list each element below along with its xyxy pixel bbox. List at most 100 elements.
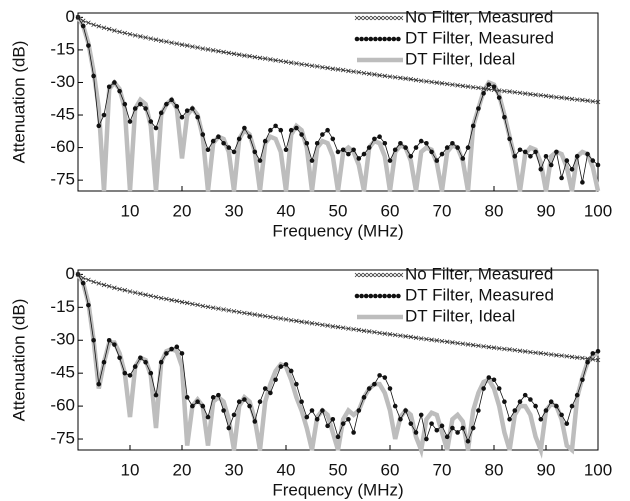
x-marker [496, 88, 502, 93]
x-marker [273, 315, 278, 321]
x-marker [444, 81, 450, 87]
dot-marker [96, 123, 102, 129]
x-marker [455, 83, 460, 88]
legend-swatch [373, 36, 378, 42]
x-marker [195, 302, 200, 308]
dot-marker [559, 175, 564, 181]
x-marker [486, 86, 492, 92]
legend-swatch [374, 272, 380, 278]
dot-marker [252, 149, 258, 155]
x-marker [398, 75, 403, 81]
x-marker [356, 327, 362, 333]
dot-marker [304, 140, 310, 146]
x-tick-label: 100 [584, 460, 612, 479]
subplot: 0 -15 -30 -45 -60 -75 10 20 30 40 50 60 70 80 90 100 Fre… [9, 264, 612, 500]
x-marker [184, 300, 190, 306]
x-marker [205, 304, 211, 310]
dot-marker [143, 106, 148, 111]
dot-marker [169, 97, 174, 103]
dot-marker [408, 421, 414, 426]
x-marker [309, 63, 315, 69]
x-tick-label: 60 [381, 201, 400, 220]
x-marker [195, 45, 200, 50]
x-marker [304, 320, 310, 325]
legend-entry: No Filter, Measured [354, 264, 553, 283]
x-marker [361, 328, 367, 334]
dot-marker [273, 123, 278, 129]
dot-marker [169, 346, 174, 352]
x-marker [143, 35, 148, 40]
legend-swatch [363, 293, 369, 299]
x-marker [340, 67, 346, 73]
dot-marker [91, 73, 96, 79]
x-marker [174, 298, 180, 304]
x-marker [153, 294, 159, 300]
x-marker [470, 342, 476, 348]
x-marker [294, 61, 299, 66]
x-marker [268, 314, 273, 320]
dot-marker [117, 355, 122, 361]
dot-marker [538, 416, 544, 422]
x-marker [309, 321, 315, 326]
x-marker [210, 48, 216, 53]
legend-swatch [362, 272, 368, 278]
legend-swatch [391, 36, 397, 42]
dot-marker [595, 348, 601, 354]
dot-marker [153, 392, 159, 398]
dot-marker [517, 147, 523, 153]
dot-marker [361, 395, 367, 400]
x-marker [528, 91, 533, 97]
x-marker [320, 64, 325, 70]
x-marker [533, 92, 538, 98]
dot-marker [190, 106, 195, 111]
dot-marker [106, 84, 112, 90]
x-marker [247, 53, 252, 59]
y-tick-label: -60 [50, 396, 75, 415]
x-marker [117, 29, 122, 35]
x-marker [569, 96, 575, 102]
x-marker [299, 319, 304, 325]
dot-marker [351, 147, 356, 153]
x-marker [257, 55, 263, 61]
x-marker [533, 350, 538, 356]
dot-marker [444, 145, 450, 150]
x-marker [101, 25, 107, 31]
dot-marker [533, 403, 538, 409]
x-marker [294, 318, 299, 324]
x-marker [210, 305, 216, 311]
x-marker [413, 335, 419, 341]
legend-label: DT Filter, Ideal [405, 49, 515, 68]
dot-marker [476, 408, 481, 413]
dot-marker [372, 136, 377, 142]
legend-swatch [398, 272, 404, 278]
dot-marker [288, 368, 294, 374]
dot-marker [138, 355, 143, 361]
x-marker [366, 71, 372, 77]
x-marker [491, 345, 497, 350]
dot-marker [184, 395, 190, 400]
x-marker [200, 46, 206, 51]
x-marker [86, 20, 91, 26]
x-marker [455, 340, 460, 346]
x-axis-label: Frequency (MHz) [272, 480, 403, 499]
x-marker [413, 77, 419, 83]
dot-marker [122, 101, 128, 107]
dot-marker [242, 125, 247, 131]
x-marker [569, 354, 575, 360]
dot-marker [496, 95, 502, 100]
dot-marker [340, 421, 346, 426]
x-marker [382, 73, 388, 79]
x-marker [502, 88, 507, 94]
x-marker [512, 347, 518, 353]
dot-marker [86, 43, 91, 48]
dot-marker [294, 381, 299, 387]
x-marker [288, 60, 294, 65]
x-marker [372, 329, 377, 335]
dot-marker [502, 114, 507, 120]
dot-marker [465, 438, 471, 444]
x-marker [96, 281, 102, 286]
x-marker [548, 352, 554, 357]
dot-marker [502, 399, 507, 405]
x-marker [486, 344, 492, 350]
dot-marker [221, 140, 226, 146]
